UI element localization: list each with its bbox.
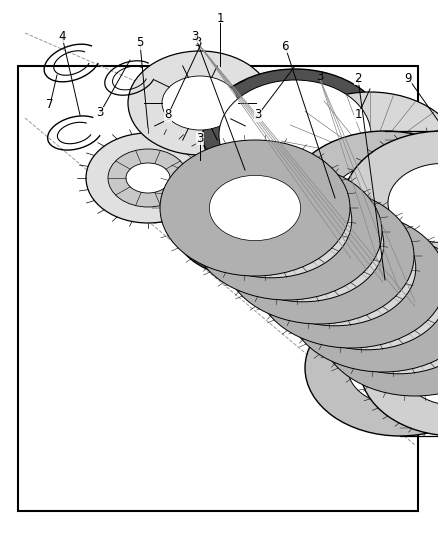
Ellipse shape bbox=[337, 271, 429, 337]
Ellipse shape bbox=[128, 51, 272, 155]
Ellipse shape bbox=[190, 162, 352, 278]
Ellipse shape bbox=[288, 236, 438, 372]
Ellipse shape bbox=[270, 220, 336, 268]
Ellipse shape bbox=[285, 131, 438, 275]
Ellipse shape bbox=[126, 163, 170, 193]
Ellipse shape bbox=[224, 188, 414, 324]
Ellipse shape bbox=[342, 138, 398, 178]
Ellipse shape bbox=[366, 292, 432, 340]
Ellipse shape bbox=[203, 69, 387, 201]
Text: 3: 3 bbox=[196, 132, 204, 144]
Ellipse shape bbox=[209, 175, 300, 240]
Text: 2: 2 bbox=[354, 71, 362, 85]
Ellipse shape bbox=[187, 183, 303, 267]
Ellipse shape bbox=[343, 131, 438, 275]
Ellipse shape bbox=[245, 203, 425, 333]
Text: 3: 3 bbox=[191, 29, 199, 43]
Text: 8: 8 bbox=[164, 109, 172, 122]
Ellipse shape bbox=[302, 244, 368, 292]
Ellipse shape bbox=[108, 149, 188, 207]
Text: 3: 3 bbox=[96, 107, 104, 119]
Ellipse shape bbox=[305, 300, 438, 436]
Ellipse shape bbox=[254, 210, 416, 326]
Text: 1: 1 bbox=[216, 12, 224, 25]
Ellipse shape bbox=[241, 199, 332, 265]
Ellipse shape bbox=[263, 216, 407, 320]
Ellipse shape bbox=[305, 247, 396, 313]
Text: 5: 5 bbox=[136, 36, 144, 50]
Ellipse shape bbox=[386, 129, 438, 233]
Ellipse shape bbox=[278, 92, 438, 224]
Ellipse shape bbox=[348, 330, 438, 406]
Ellipse shape bbox=[86, 133, 210, 223]
Ellipse shape bbox=[222, 186, 384, 302]
Ellipse shape bbox=[160, 140, 350, 276]
Text: 9: 9 bbox=[404, 71, 412, 85]
Ellipse shape bbox=[162, 76, 238, 130]
Text: 3: 3 bbox=[194, 36, 201, 50]
Text: 1: 1 bbox=[354, 109, 362, 122]
Ellipse shape bbox=[320, 260, 438, 396]
Ellipse shape bbox=[388, 164, 438, 243]
Ellipse shape bbox=[273, 223, 364, 289]
Text: 3: 3 bbox=[316, 69, 324, 83]
Ellipse shape bbox=[238, 196, 304, 244]
Ellipse shape bbox=[400, 139, 438, 223]
Bar bbox=[18, 66, 418, 511]
Text: 7: 7 bbox=[46, 99, 54, 111]
Ellipse shape bbox=[173, 173, 317, 277]
Ellipse shape bbox=[403, 330, 438, 406]
Ellipse shape bbox=[360, 300, 438, 436]
Text: 4: 4 bbox=[58, 29, 66, 43]
Ellipse shape bbox=[318, 258, 438, 374]
Ellipse shape bbox=[334, 268, 400, 316]
Ellipse shape bbox=[369, 295, 438, 361]
Ellipse shape bbox=[256, 212, 438, 348]
Text: 6: 6 bbox=[281, 39, 289, 52]
Ellipse shape bbox=[286, 234, 438, 350]
Text: 3: 3 bbox=[254, 109, 261, 122]
Ellipse shape bbox=[219, 80, 371, 190]
Ellipse shape bbox=[330, 164, 438, 243]
Ellipse shape bbox=[192, 164, 382, 300]
